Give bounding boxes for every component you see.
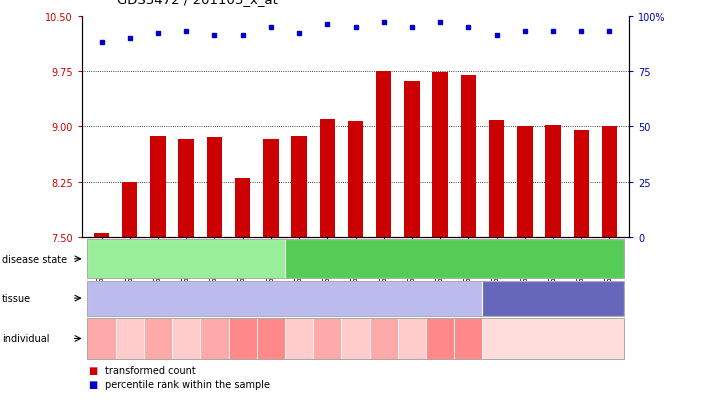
Text: GDS3472 / 201103_x_at: GDS3472 / 201103_x_at <box>117 0 278 6</box>
Text: patient
19110
2-1: patient 19110 2-1 <box>402 330 422 347</box>
Bar <box>404 81 419 237</box>
Bar <box>150 137 166 237</box>
Text: ■: ■ <box>89 379 101 389</box>
Bar <box>489 121 504 237</box>
Bar <box>517 127 533 237</box>
Text: patient
23100: patient 23100 <box>232 330 253 347</box>
Text: disease state: disease state <box>2 254 68 264</box>
Text: patient
02130
1: patient 02130 1 <box>317 330 338 347</box>
Text: patient
25091: patient 25091 <box>260 330 282 347</box>
Text: patient
12090
2: patient 12090 2 <box>147 330 169 347</box>
Text: small intestine: small intestine <box>512 293 594 304</box>
Text: normal: normal <box>434 254 474 264</box>
Bar <box>235 178 250 237</box>
Text: ■: ■ <box>89 365 101 375</box>
Text: patient
02110
1: patient 02110 1 <box>91 330 112 347</box>
Bar <box>319 120 335 237</box>
Text: patient
13070: patient 13070 <box>176 330 197 347</box>
Text: patient
12090
2: patient 12090 2 <box>345 330 366 347</box>
Bar <box>263 140 279 237</box>
Text: tissue: tissue <box>2 293 31 304</box>
Bar <box>574 131 589 237</box>
Bar <box>292 137 307 237</box>
Bar <box>94 234 109 237</box>
Text: control: control <box>536 334 570 344</box>
Text: patient
19110
2-1: patient 19110 2-1 <box>204 330 225 347</box>
Bar <box>376 72 392 237</box>
Bar <box>122 182 137 237</box>
Bar <box>178 140 194 237</box>
Text: patient
02110
1: patient 02110 1 <box>289 330 309 347</box>
Text: transformed count: transformed count <box>105 365 196 375</box>
Text: patient
02130: patient 02130 <box>119 330 140 347</box>
Text: patient
23100: patient 23100 <box>429 330 451 347</box>
Text: patient
13070: patient 13070 <box>373 330 394 347</box>
Bar <box>348 122 363 237</box>
Bar <box>432 73 448 237</box>
Bar <box>602 127 617 237</box>
Text: Barrett's esophagus: Barrett's esophagus <box>130 254 242 264</box>
Bar <box>461 76 476 237</box>
Bar <box>207 138 222 237</box>
Text: percentile rank within the sample: percentile rank within the sample <box>105 379 269 389</box>
Bar <box>545 126 561 237</box>
Text: individual: individual <box>2 334 50 344</box>
Text: patient
25091: patient 25091 <box>458 330 479 347</box>
Text: esophagus: esophagus <box>255 293 315 304</box>
